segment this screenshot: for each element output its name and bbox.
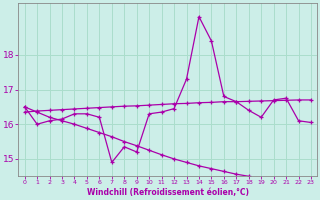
X-axis label: Windchill (Refroidissement éolien,°C): Windchill (Refroidissement éolien,°C) [87, 188, 249, 197]
